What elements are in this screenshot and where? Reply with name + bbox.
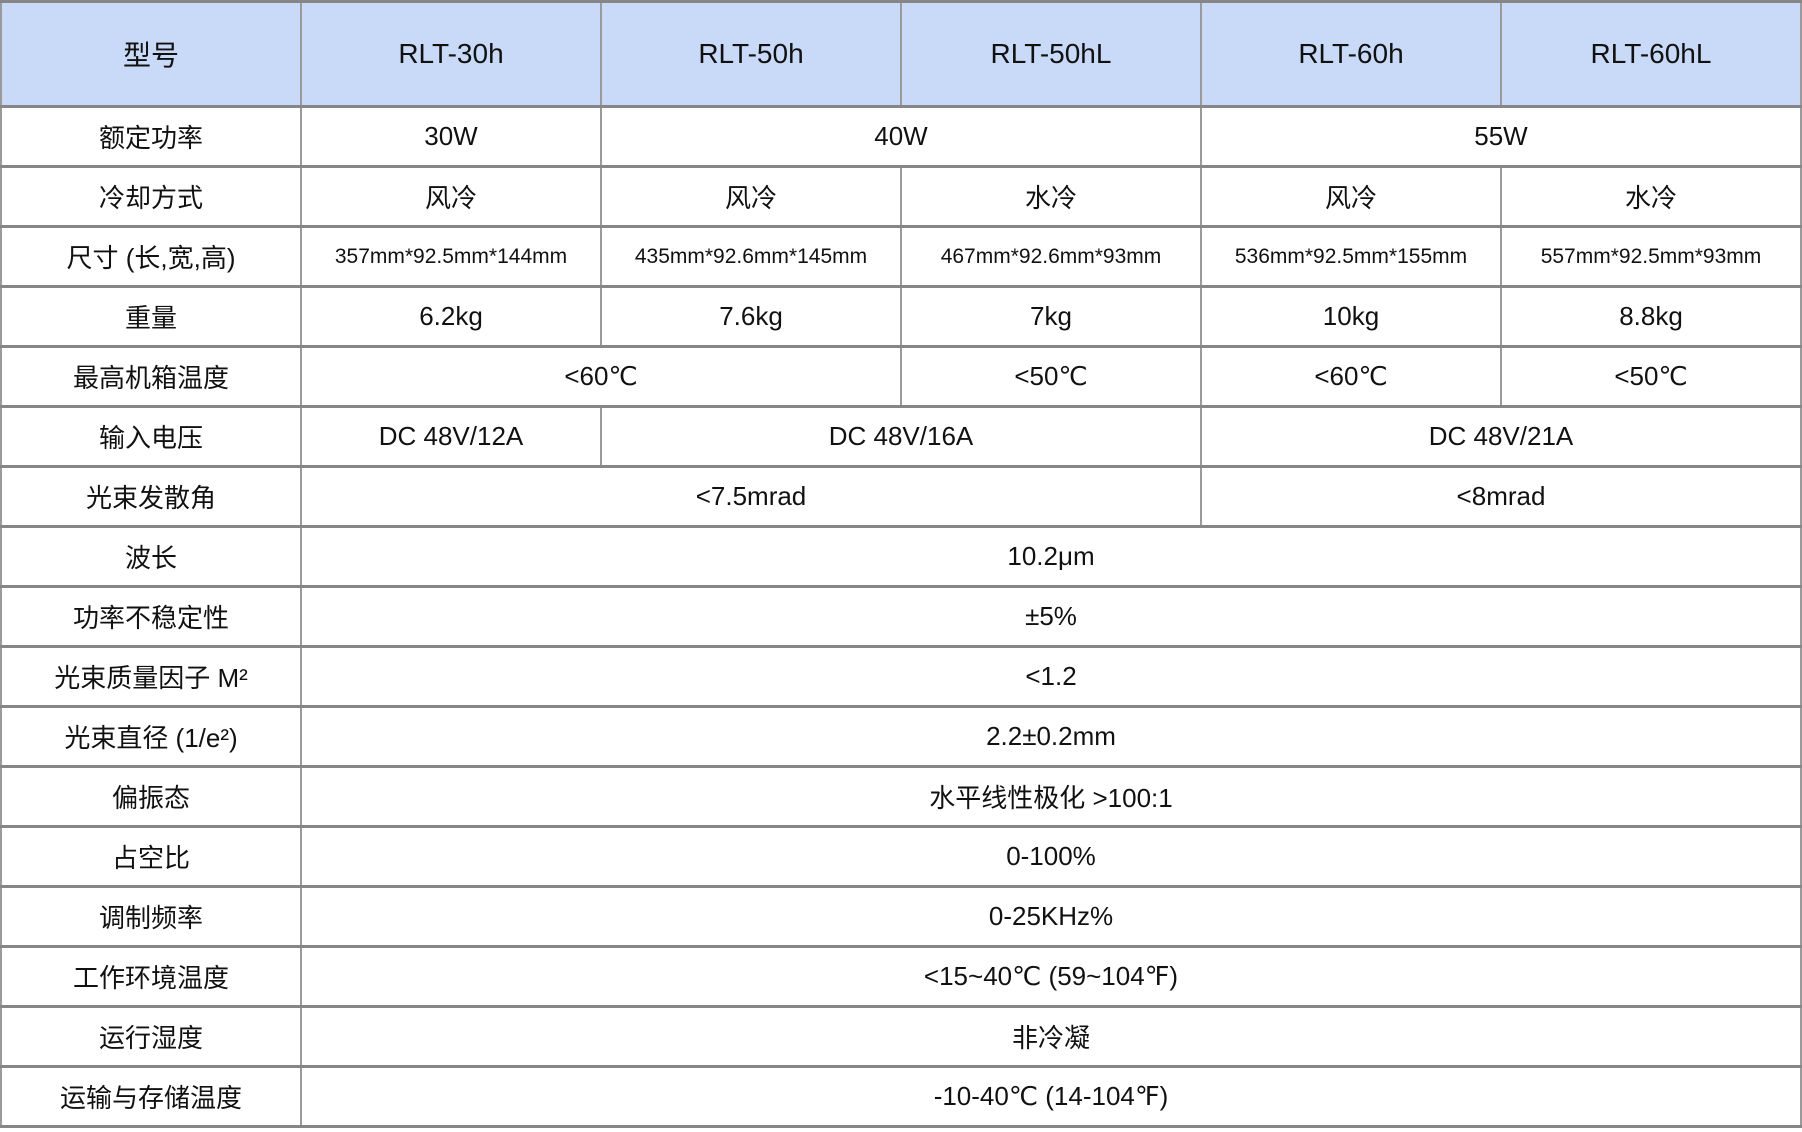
row-label: 运行湿度 [0,1005,302,1068]
spec-value: DC 48V/16A [600,405,1202,468]
row-dimensions: 尺寸 (长,宽,高) 357mm*92.5mm*144mm 435mm*92.6… [0,225,1802,288]
spec-value: DC 48V/21A [1200,405,1802,468]
spec-value: 557mm*92.5mm*93mm [1500,225,1802,288]
spec-value: -10-40℃ (14-104℉) [300,1065,1802,1128]
row-label: 偏振态 [0,765,302,828]
header-model-rlt-50h: RLT-50h [600,0,902,108]
row-duty-cycle: 占空比 0-100% [0,825,1802,888]
row-label: 运输与存储温度 [0,1065,302,1128]
spec-value: 风冷 [600,165,902,228]
spec-value: 非冷凝 [300,1005,1802,1068]
spec-value: 水冷 [900,165,1202,228]
row-label: 额定功率 [0,105,302,168]
row-wavelength: 波长 10.2μm [0,525,1802,588]
spec-value: ±5% [300,585,1802,648]
row-rated-power: 额定功率 30W 40W 55W [0,105,1802,168]
row-operating-humidity: 运行湿度 非冷凝 [0,1005,1802,1068]
row-power-instability: 功率不稳定性 ±5% [0,585,1802,648]
row-cooling: 冷却方式 风冷 风冷 水冷 风冷 水冷 [0,165,1802,228]
row-label: 尺寸 (长,宽,高) [0,225,302,288]
spec-value: 467mm*92.6mm*93mm [900,225,1202,288]
row-label: 最高机箱温度 [0,345,302,408]
row-label: 调制频率 [0,885,302,948]
row-label: 重量 [0,285,302,348]
spec-value: 357mm*92.5mm*144mm [300,225,602,288]
spec-value: 435mm*92.6mm*145mm [600,225,902,288]
header-model-rlt-50hl: RLT-50hL [900,0,1202,108]
header-model-rlt-60h: RLT-60h [1200,0,1502,108]
row-label: 输入电压 [0,405,302,468]
header-model-label: 型号 [0,0,302,108]
spec-value: 40W [600,105,1202,168]
spec-value: 536mm*92.5mm*155mm [1200,225,1502,288]
row-beam-diameter: 光束直径 (1/e²) 2.2±0.2mm [0,705,1802,768]
spec-value: <60℃ [1200,345,1502,408]
spec-value: <7.5mrad [300,465,1202,528]
spec-value: <50℃ [900,345,1202,408]
spec-value: <8mrad [1200,465,1802,528]
row-polarization: 偏振态 水平线性极化 >100:1 [0,765,1802,828]
row-modulation-frequency: 调制频率 0-25KHz% [0,885,1802,948]
spec-value: 0-100% [300,825,1802,888]
spec-value: 10.2μm [300,525,1802,588]
header-model-rlt-60hl: RLT-60hL [1500,0,1802,108]
spec-value: 风冷 [300,165,602,228]
row-label: 波长 [0,525,302,588]
spec-value: 7.6kg [600,285,902,348]
spec-value: 30W [300,105,602,168]
row-input-voltage: 输入电压 DC 48V/12A DC 48V/16A DC 48V/21A [0,405,1802,468]
spec-value: 风冷 [1200,165,1502,228]
spec-value: <60℃ [300,345,902,408]
row-operating-temp: 工作环境温度 <15~40℃ (59~104℉) [0,945,1802,1008]
spec-value: <15~40℃ (59~104℉) [300,945,1802,1008]
spec-value: 8.8kg [1500,285,1802,348]
header-model-rlt-30h: RLT-30h [300,0,602,108]
spec-value: 水平线性极化 >100:1 [300,765,1802,828]
row-label: 工作环境温度 [0,945,302,1008]
spec-value: 0-25KHz% [300,885,1802,948]
spec-value: 10kg [1200,285,1502,348]
row-storage-temp: 运输与存储温度 -10-40℃ (14-104℉) [0,1065,1802,1128]
header-row: 型号 RLT-30h RLT-50h RLT-50hL RLT-60h RLT-… [0,0,1802,108]
row-beam-quality: 光束质量因子 M² <1.2 [0,645,1802,708]
row-label: 功率不稳定性 [0,585,302,648]
row-label: 冷却方式 [0,165,302,228]
spec-value: <50℃ [1500,345,1802,408]
spec-value: 2.2±0.2mm [300,705,1802,768]
row-weight: 重量 6.2kg 7.6kg 7kg 10kg 8.8kg [0,285,1802,348]
spec-value: 6.2kg [300,285,602,348]
row-beam-divergence: 光束发散角 <7.5mrad <8mrad [0,465,1802,528]
row-label: 占空比 [0,825,302,888]
spec-value: <1.2 [300,645,1802,708]
spec-value: 水冷 [1500,165,1802,228]
row-label: 光束发散角 [0,465,302,528]
spec-value: 7kg [900,285,1202,348]
spec-value: 55W [1200,105,1802,168]
row-label: 光束质量因子 M² [0,645,302,708]
row-label: 光束直径 (1/e²) [0,705,302,768]
spec-value: DC 48V/12A [300,405,602,468]
row-max-chassis-temp: 最高机箱温度 <60℃ <50℃ <60℃ <50℃ [0,345,1802,408]
